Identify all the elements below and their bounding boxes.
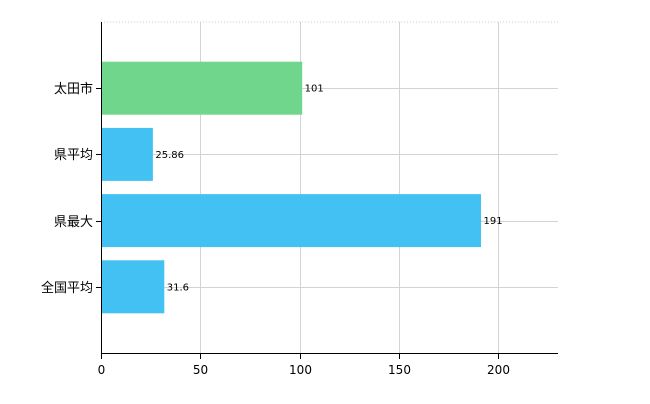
x-tick-label: 50 [193,363,208,377]
y-tick-label: 県最大 [54,215,93,230]
bar [101,260,165,314]
data-label: 101 [305,84,324,95]
bar [101,61,303,115]
data-label: 25.86 [155,150,184,161]
data-label: 31.6 [167,282,189,293]
bar [101,194,482,248]
data-label: 191 [484,216,503,227]
bar [101,127,153,181]
y-tick-label: 太田市 [54,81,93,97]
y-tick-label: 県平均 [54,148,93,163]
x-tick-label: 200 [487,363,510,377]
y-tick-label: 全国平均 [41,280,93,296]
x-tick-label: 150 [388,363,411,377]
x-tick-label: 0 [98,363,106,377]
x-tick-label: 100 [289,363,312,377]
